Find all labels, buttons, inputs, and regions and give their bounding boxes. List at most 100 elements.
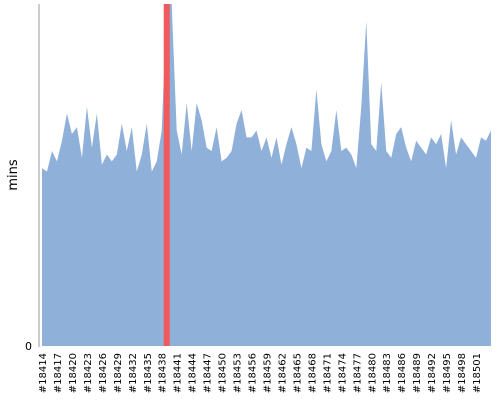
- data-point[interactable]: [185, 101, 189, 105]
- x-tick-label: #18501: [472, 353, 483, 393]
- data-point[interactable]: [105, 152, 109, 156]
- data-point[interactable]: [60, 139, 64, 143]
- data-point[interactable]: [150, 170, 154, 174]
- data-point[interactable]: [55, 159, 59, 163]
- data-point[interactable]: [245, 135, 249, 139]
- data-point[interactable]: [205, 146, 209, 150]
- data-point[interactable]: [354, 166, 358, 170]
- data-point[interactable]: [394, 132, 398, 136]
- data-point[interactable]: [309, 149, 313, 153]
- data-point[interactable]: [190, 149, 194, 153]
- data-point[interactable]: [50, 149, 54, 153]
- data-point[interactable]: [250, 135, 254, 139]
- x-tick-label: #18435: [143, 353, 154, 393]
- data-point[interactable]: [364, 19, 368, 23]
- data-point[interactable]: [339, 149, 343, 153]
- data-point[interactable]: [464, 142, 468, 146]
- x-tick-label: #18486: [397, 353, 408, 393]
- data-point[interactable]: [100, 163, 104, 167]
- data-point[interactable]: [235, 122, 239, 126]
- data-point[interactable]: [40, 166, 44, 170]
- data-point[interactable]: [414, 139, 418, 143]
- data-point[interactable]: [294, 142, 298, 146]
- data-point[interactable]: [75, 125, 79, 129]
- data-point[interactable]: [260, 149, 264, 153]
- data-point[interactable]: [349, 152, 353, 156]
- data-point[interactable]: [85, 105, 89, 109]
- data-point[interactable]: [384, 149, 388, 153]
- data-point[interactable]: [369, 142, 373, 146]
- x-tick-label: #18429: [113, 353, 124, 393]
- data-point[interactable]: [80, 156, 84, 160]
- data-point[interactable]: [130, 125, 134, 129]
- data-point[interactable]: [419, 146, 423, 150]
- data-point[interactable]: [90, 146, 94, 150]
- data-point[interactable]: [215, 125, 219, 129]
- data-point[interactable]: [220, 159, 224, 163]
- data-point[interactable]: [379, 81, 383, 85]
- data-point[interactable]: [269, 156, 273, 160]
- data-point[interactable]: [399, 125, 403, 129]
- data-point[interactable]: [165, 2, 169, 6]
- data-point[interactable]: [120, 122, 124, 126]
- data-point[interactable]: [469, 149, 473, 153]
- data-point[interactable]: [344, 146, 348, 150]
- y-tick-labels: 0: [25, 340, 32, 353]
- data-point[interactable]: [65, 111, 69, 115]
- data-point[interactable]: [255, 129, 259, 133]
- data-point[interactable]: [115, 152, 119, 156]
- data-point[interactable]: [434, 142, 438, 146]
- data-point[interactable]: [389, 156, 393, 160]
- data-point[interactable]: [484, 139, 488, 143]
- data-point[interactable]: [240, 108, 244, 112]
- data-point[interactable]: [230, 149, 234, 153]
- data-point[interactable]: [424, 152, 428, 156]
- data-point[interactable]: [299, 166, 303, 170]
- data-point[interactable]: [125, 149, 129, 153]
- data-point[interactable]: [200, 118, 204, 122]
- data-point[interactable]: [140, 152, 144, 156]
- highlight-marker[interactable]: [163, 4, 170, 346]
- data-point[interactable]: [70, 132, 74, 136]
- data-point[interactable]: [329, 149, 333, 153]
- data-point[interactable]: [284, 142, 288, 146]
- data-point[interactable]: [409, 159, 413, 163]
- data-point[interactable]: [225, 156, 229, 160]
- data-point[interactable]: [180, 152, 184, 156]
- data-point[interactable]: [274, 135, 278, 139]
- data-point[interactable]: [429, 135, 433, 139]
- data-point[interactable]: [289, 125, 293, 129]
- data-point[interactable]: [110, 159, 114, 163]
- data-point[interactable]: [170, 2, 174, 6]
- data-point[interactable]: [160, 129, 164, 133]
- data-point[interactable]: [155, 159, 159, 163]
- data-point[interactable]: [334, 108, 338, 112]
- data-point[interactable]: [145, 122, 149, 126]
- data-point[interactable]: [359, 105, 363, 109]
- data-point[interactable]: [319, 142, 323, 146]
- x-tick-label: #18498: [457, 353, 468, 393]
- data-point[interactable]: [444, 166, 448, 170]
- data-point[interactable]: [135, 170, 139, 174]
- data-point[interactable]: [374, 149, 378, 153]
- data-point[interactable]: [265, 135, 269, 139]
- data-point[interactable]: [489, 129, 493, 133]
- data-point[interactable]: [195, 101, 199, 105]
- data-point[interactable]: [404, 146, 408, 150]
- data-point[interactable]: [279, 163, 283, 167]
- data-point[interactable]: [459, 135, 463, 139]
- data-point[interactable]: [210, 149, 214, 153]
- data-point[interactable]: [175, 129, 179, 133]
- data-point[interactable]: [439, 132, 443, 136]
- data-point[interactable]: [324, 159, 328, 163]
- data-point[interactable]: [314, 88, 318, 92]
- x-tick-label: #18426: [98, 353, 109, 393]
- data-point[interactable]: [45, 170, 49, 174]
- data-point[interactable]: [95, 111, 99, 115]
- data-point[interactable]: [474, 156, 478, 160]
- data-point[interactable]: [304, 146, 308, 150]
- data-point[interactable]: [449, 118, 453, 122]
- data-point[interactable]: [454, 152, 458, 156]
- data-point[interactable]: [479, 135, 483, 139]
